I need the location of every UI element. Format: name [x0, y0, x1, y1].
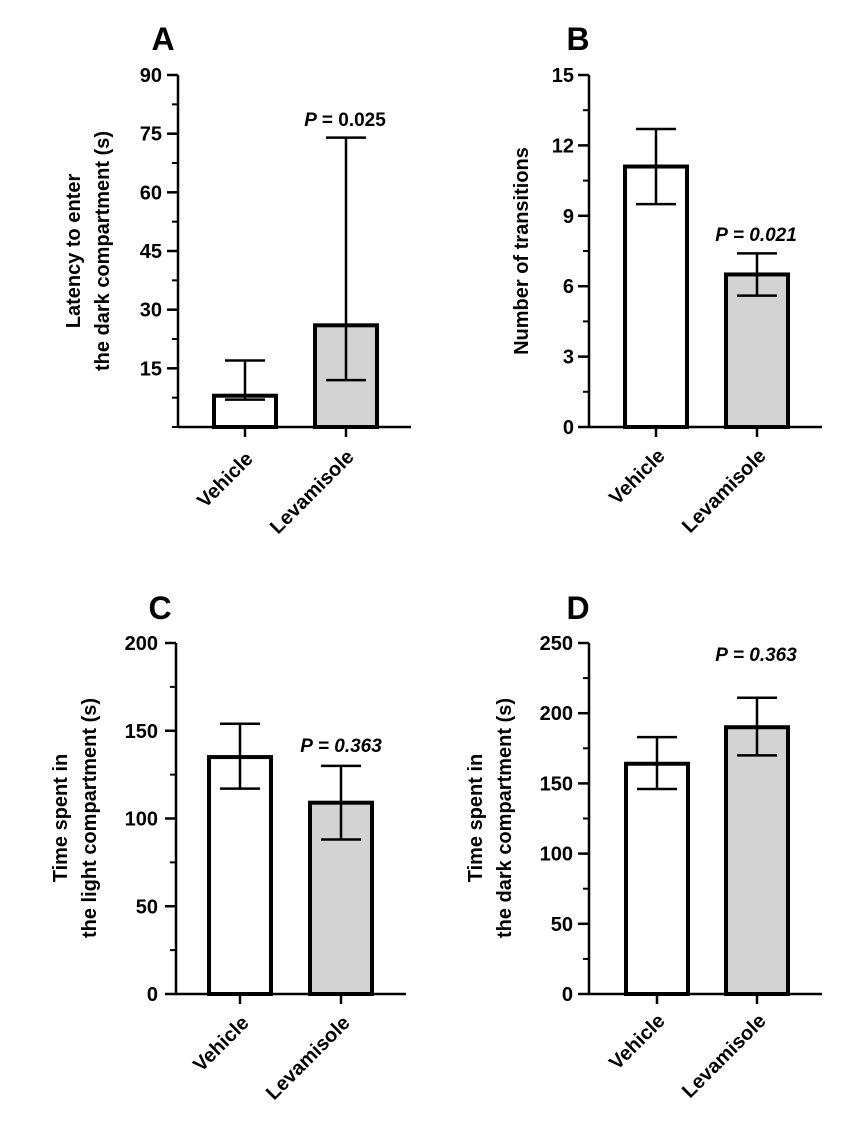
p-value-annotation: P = 0.363: [715, 645, 797, 666]
bar-levamisole: [724, 272, 790, 430]
y-tick-label: 150: [125, 721, 158, 743]
panel-label: B: [566, 21, 589, 57]
p-value-text: = 0.363: [318, 736, 382, 757]
p-symbol: P: [304, 110, 317, 131]
y-tick-label: 0: [562, 984, 573, 1006]
panel-label: A: [151, 21, 174, 57]
panel-b: B 0 3 6 9 12 15 Number of transitions Vehicle Lev…: [511, 21, 822, 538]
x-tick-label-levamisole: Levamisole: [678, 445, 771, 538]
y-tick-label: 3: [563, 347, 574, 369]
bar-vehicle: [624, 761, 690, 997]
y-axis-label: the dark compartment (s): [92, 131, 114, 371]
panel-c: C 0 50 100 150 200 Time spent in the light comp…: [50, 590, 406, 1105]
y-tick-label: 15: [552, 65, 574, 87]
p-value-text: = 0.363: [733, 645, 797, 666]
y-tick-label: 15: [140, 358, 162, 380]
y-axis-label: the dark compartment (s): [494, 698, 516, 938]
y-tick-label: 100: [125, 809, 158, 831]
p-value-annotation: P = 0.021: [715, 225, 797, 246]
y-tick-label: 45: [140, 241, 162, 263]
x-tick-label-levamisole: Levamisole: [678, 1010, 771, 1103]
y-tick-label: 50: [136, 896, 158, 918]
y-tick-label: 200: [540, 703, 573, 725]
panel-label: D: [566, 590, 589, 626]
p-symbol: P: [715, 645, 728, 666]
p-value-text: = 0.021: [733, 225, 797, 246]
x-tick-label-levamisole: Levamisole: [262, 1012, 355, 1105]
x-tick-label-vehicle: Vehicle: [193, 448, 257, 512]
y-tick-label: 90: [140, 65, 162, 87]
y-axis-label: Number of transitions: [511, 147, 533, 355]
p-value-text: = 0.025: [322, 110, 386, 131]
y-axis-label: Time spent in: [465, 754, 487, 883]
bar-vehicle: [207, 755, 273, 997]
y-tick-label: 0: [563, 417, 574, 439]
p-value-annotation: P = 0.025: [304, 110, 386, 131]
x-tick-label-vehicle: Vehicle: [605, 1010, 669, 1074]
y-tick-label: 200: [125, 633, 158, 655]
panel-a: A 15 30 45 60 75 90 Latency to enter the dark co…: [63, 21, 411, 539]
p-symbol: P: [715, 225, 728, 246]
y-axis-label: the light compartment (s): [79, 698, 101, 938]
y-tick-label: 75: [140, 124, 162, 146]
panel-label: C: [148, 590, 171, 626]
x-tick-label-vehicle: Vehicle: [189, 1012, 253, 1076]
panel-d: D 0 50 100 150 200 250 Time spent in the dark co…: [465, 590, 822, 1103]
y-tick-label: 30: [140, 300, 162, 322]
y-tick-label: 250: [540, 633, 573, 655]
y-tick-label: 0: [147, 984, 158, 1006]
y-tick-label: 60: [140, 182, 162, 204]
x-tick-label-levamisole: Levamisole: [266, 446, 359, 539]
y-tick-label: 50: [551, 914, 573, 936]
y-axis-label: Time spent in: [50, 754, 72, 883]
p-value-annotation: P = 0.363: [300, 736, 382, 757]
y-tick-label: 6: [563, 276, 574, 298]
y-tick-label: 150: [540, 773, 573, 795]
bar-levamisole: [724, 725, 790, 996]
p-symbol: P: [300, 736, 313, 757]
x-tick-label-vehicle: Vehicle: [605, 445, 669, 509]
y-tick-label: 9: [563, 206, 574, 228]
y-axis-label: Latency to enter: [63, 174, 85, 329]
bar-vehicle: [623, 164, 689, 430]
y-tick-label: 100: [540, 844, 573, 866]
y-tick-label: 12: [552, 135, 574, 157]
